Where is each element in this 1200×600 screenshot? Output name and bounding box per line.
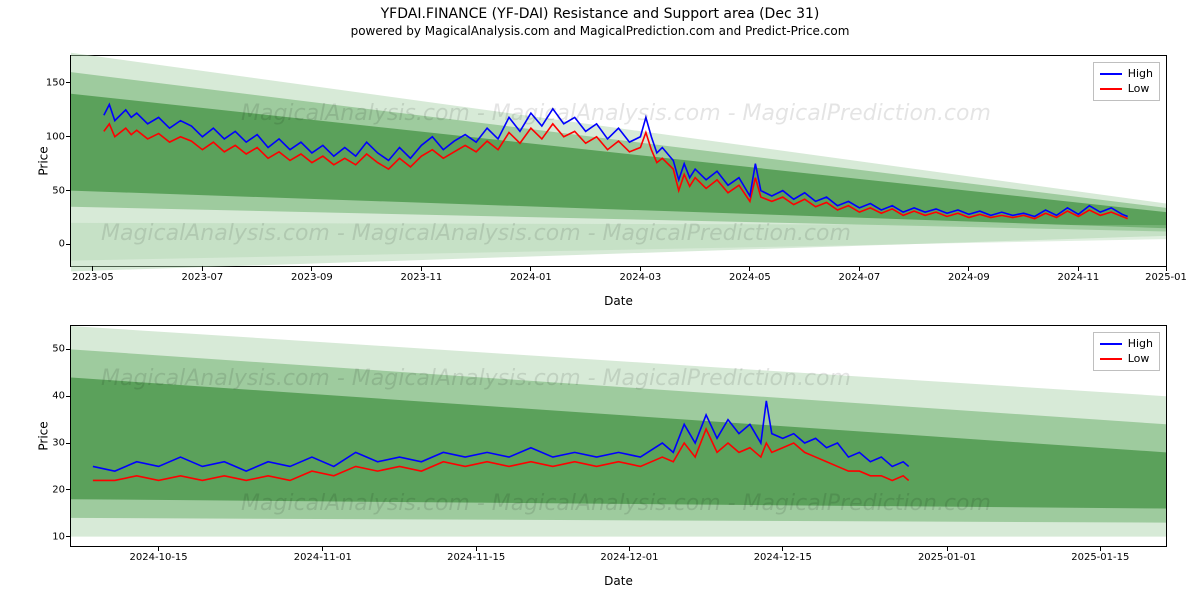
xtick-label: 2025-01-01 bbox=[918, 552, 976, 563]
ytick-label: 50 bbox=[52, 185, 65, 196]
xtick-label: 2025-01-15 bbox=[1071, 552, 1129, 563]
bottom-ylabel: Price bbox=[37, 421, 51, 450]
legend-swatch-high bbox=[1100, 73, 1122, 75]
legend-item-low: Low bbox=[1100, 351, 1153, 366]
xtick-label: 2023-11 bbox=[400, 272, 442, 283]
xtick-label: 2024-12-01 bbox=[600, 552, 658, 563]
xtick-label: 2024-09 bbox=[948, 272, 990, 283]
legend-label-high: High bbox=[1128, 66, 1153, 81]
ytick-label: 40 bbox=[52, 391, 65, 402]
xtick-label: 2023-05 bbox=[72, 272, 114, 283]
legend-item-high: High bbox=[1100, 66, 1153, 81]
xtick-label: 2024-03 bbox=[619, 272, 661, 283]
chart-page: YFDAI.FINANCE (YF-DAI) Resistance and Su… bbox=[0, 0, 1200, 600]
xtick-label: 2024-11-15 bbox=[447, 552, 505, 563]
legend-label-low: Low bbox=[1128, 351, 1150, 366]
chart-title: YFDAI.FINANCE (YF-DAI) Resistance and Su… bbox=[0, 0, 1200, 22]
ytick-label: 10 bbox=[52, 531, 65, 542]
ytick-label: 0 bbox=[59, 239, 65, 250]
ytick-label: 30 bbox=[52, 438, 65, 449]
top-ylabel: Price bbox=[37, 146, 51, 175]
xtick-label: 2024-01 bbox=[510, 272, 552, 283]
legend: High Low bbox=[1093, 62, 1160, 101]
xtick-label: 2024-10-15 bbox=[130, 552, 188, 563]
ytick-label: 50 bbox=[52, 344, 65, 355]
bottom-chart-svg bbox=[71, 326, 1166, 546]
legend-label-high: High bbox=[1128, 336, 1153, 351]
xtick-label: 2024-11-01 bbox=[294, 552, 352, 563]
legend: High Low bbox=[1093, 332, 1160, 371]
ytick-label: 150 bbox=[46, 77, 65, 88]
xtick-label: 2025-01 bbox=[1145, 272, 1187, 283]
top-chart-svg bbox=[71, 56, 1166, 266]
xtick-label: 2024-12-15 bbox=[754, 552, 812, 563]
xtick-label: 2024-07 bbox=[838, 272, 880, 283]
legend-swatch-low bbox=[1100, 88, 1122, 90]
top-chart-panel: Price MagicalAnalysis.com - MagicalAnaly… bbox=[70, 55, 1167, 267]
xtick-label: 2023-09 bbox=[291, 272, 333, 283]
ytick-label: 100 bbox=[46, 131, 65, 142]
bottom-xlabel: Date bbox=[604, 574, 633, 588]
ytick-label: 20 bbox=[52, 484, 65, 495]
legend-item-high: High bbox=[1100, 336, 1153, 351]
xtick-label: 2023-07 bbox=[181, 272, 223, 283]
xtick-label: 2024-11 bbox=[1057, 272, 1099, 283]
chart-subtitle: powered by MagicalAnalysis.com and Magic… bbox=[0, 22, 1200, 38]
legend-item-low: Low bbox=[1100, 81, 1153, 96]
bottom-chart-panel: Price MagicalAnalysis.com - MagicalAnaly… bbox=[70, 325, 1167, 547]
legend-swatch-high bbox=[1100, 343, 1122, 345]
top-xlabel: Date bbox=[604, 294, 633, 308]
xtick-label: 2024-05 bbox=[729, 272, 771, 283]
legend-swatch-low bbox=[1100, 358, 1122, 360]
legend-label-low: Low bbox=[1128, 81, 1150, 96]
